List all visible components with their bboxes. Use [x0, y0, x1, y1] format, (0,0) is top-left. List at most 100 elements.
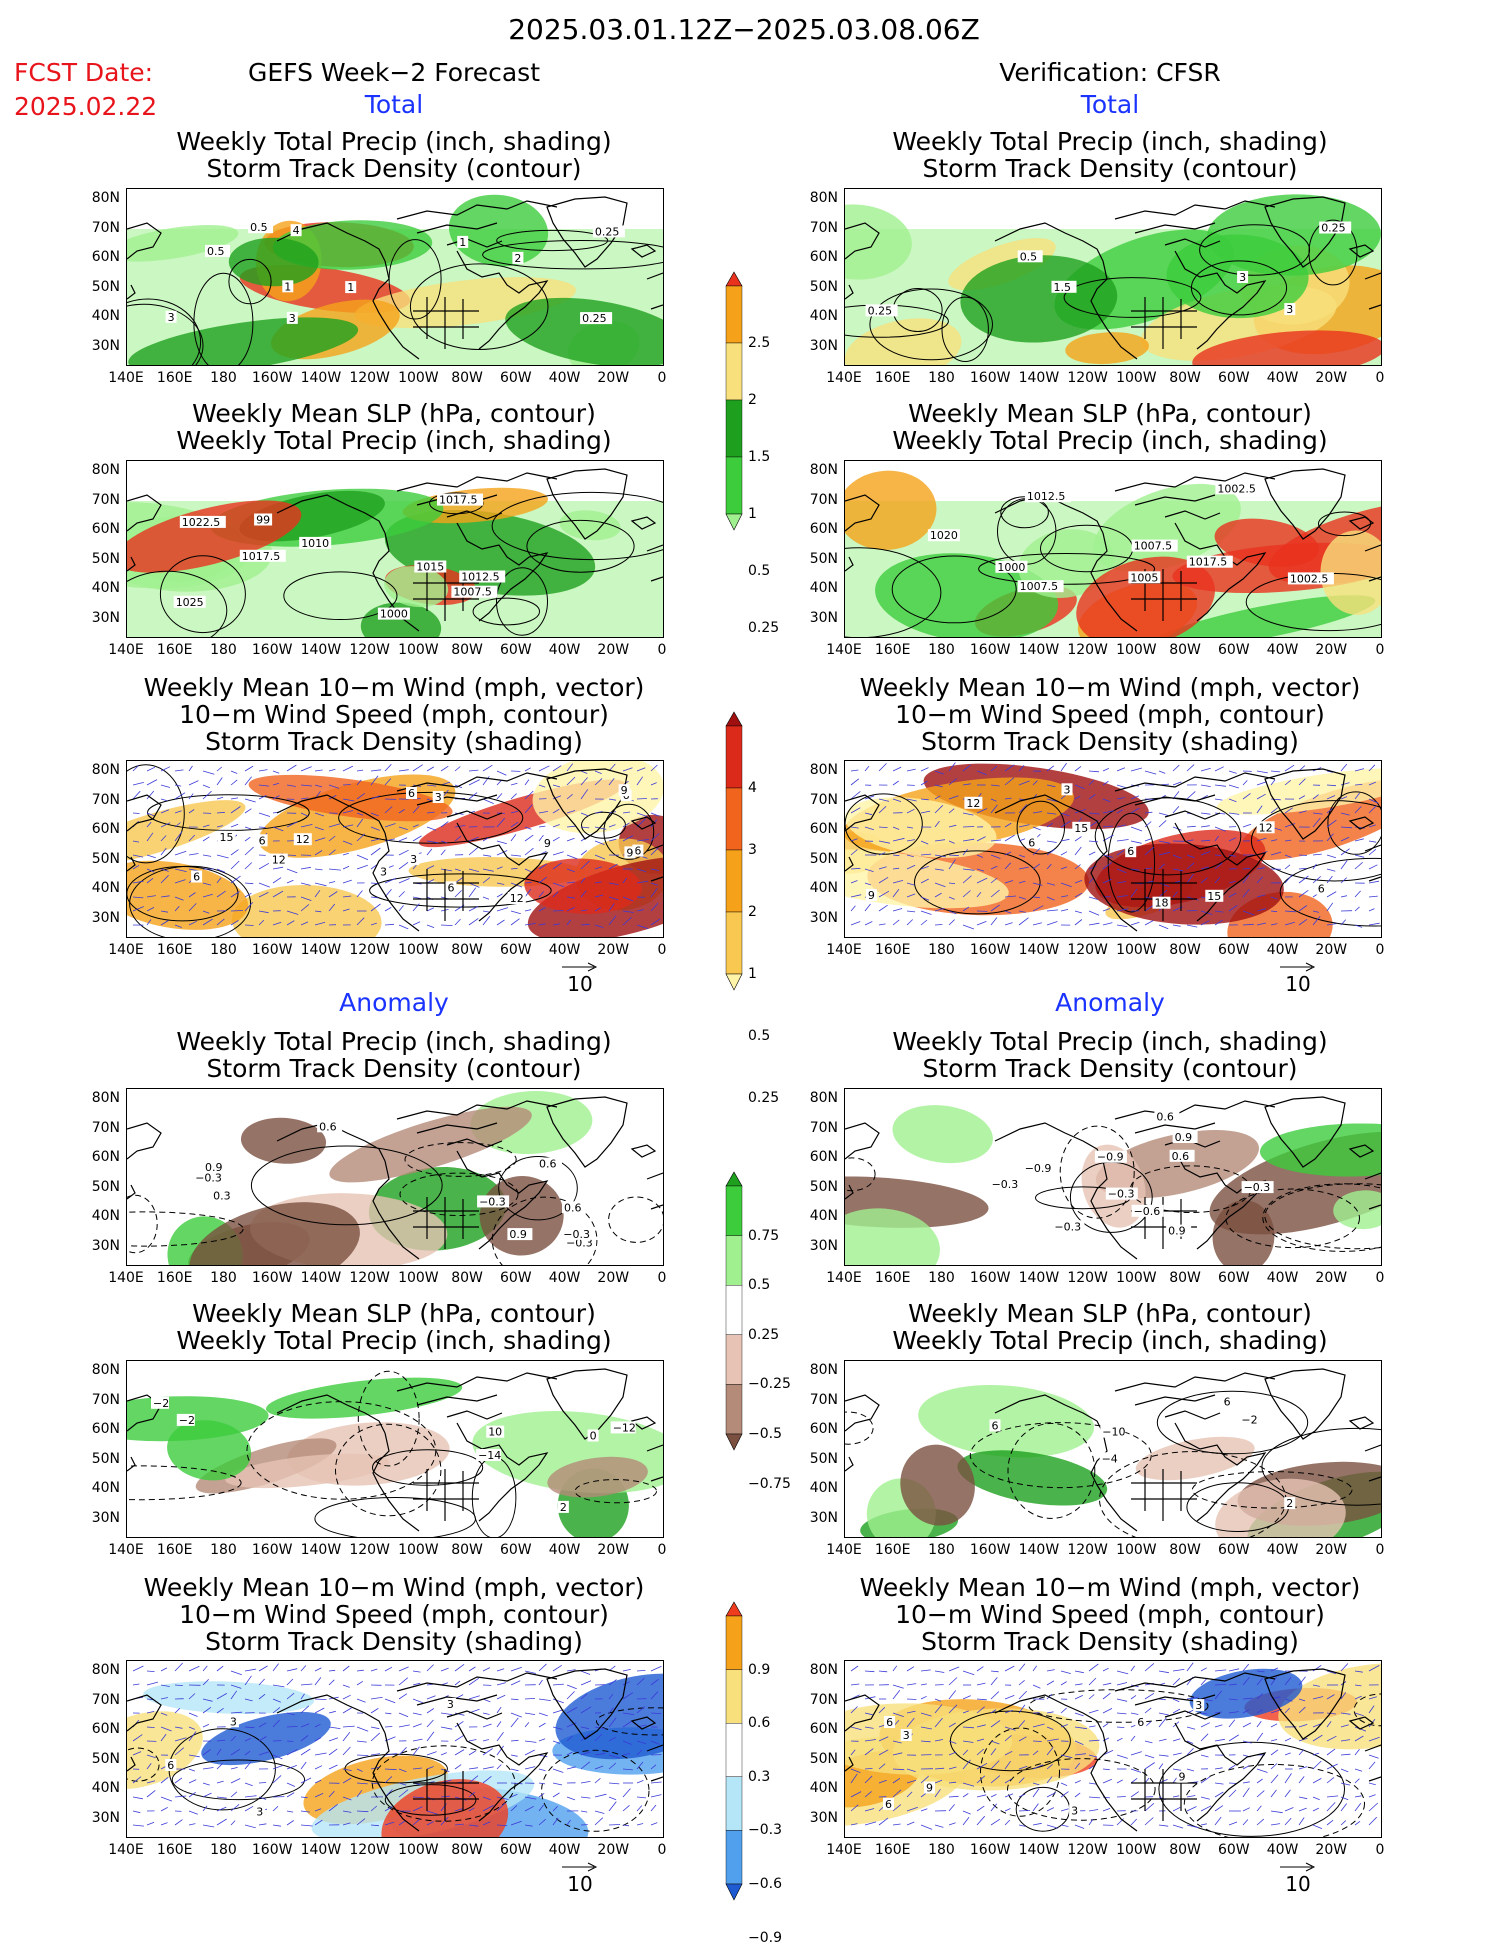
- longitude-label: 0: [1376, 1842, 1385, 1858]
- contour-label: 3: [168, 311, 175, 324]
- longitude-label: 100W: [1116, 1270, 1157, 1286]
- contour-label: 1017.5: [242, 550, 280, 563]
- panel-title-line: Weekly Total Precip (inch, shading): [176, 1327, 611, 1354]
- contour-label: 99: [256, 514, 270, 527]
- longitude-label: 140W: [301, 370, 342, 386]
- contour-label: 3: [1071, 1805, 1078, 1818]
- colorbar-label: 0.5: [748, 1277, 770, 1293]
- contour-label: 6: [886, 1716, 893, 1729]
- longitude-label: 180: [210, 1842, 237, 1858]
- contour-label: −0.6: [1134, 1205, 1161, 1218]
- longitude-label: 160E: [157, 1270, 193, 1286]
- contour-label: 0.25: [595, 225, 620, 238]
- longitude-label: 60W: [500, 1842, 532, 1858]
- colorbar-label: 0.25: [748, 1327, 779, 1343]
- contour-label: 3: [447, 1698, 454, 1711]
- contour-label: 6: [885, 1798, 892, 1811]
- vector-scale-arrow: [560, 1862, 600, 1872]
- colorbar-label: 0.6: [748, 1715, 770, 1731]
- longitude-label: 100W: [1116, 942, 1157, 958]
- cfsr-anom-wind-title: Weekly Mean 10−m Wind (mph, vector)10−m …: [860, 1574, 1361, 1655]
- contour-label: 3: [435, 791, 442, 804]
- contour-label: 0.25: [868, 304, 893, 317]
- contour-label: 1020: [930, 529, 958, 542]
- latitude-label: 30N: [798, 1510, 838, 1526]
- contour-label: 15: [220, 831, 234, 844]
- longitude-label: 60W: [1218, 1542, 1250, 1558]
- contour-label: 3: [256, 1806, 263, 1819]
- contour-label: 4: [293, 224, 300, 237]
- latitude-label: 70N: [80, 1120, 120, 1136]
- latitude-label: 30N: [80, 1810, 120, 1826]
- vector-scale-label: 10: [1285, 1872, 1310, 1896]
- longitude-label: 0: [1376, 370, 1385, 386]
- latitude-label: 60N: [798, 521, 838, 537]
- contour-label: 2: [1286, 1497, 1293, 1510]
- contour-label: −10: [1102, 1426, 1125, 1439]
- latitude-label: 40N: [798, 1208, 838, 1224]
- contour-label: 15: [1074, 822, 1088, 835]
- contour-label: −14: [478, 1449, 501, 1462]
- longitude-label: 0: [658, 1842, 667, 1858]
- longitude-label: 100W: [1116, 1842, 1157, 1858]
- longitude-label: 60W: [1218, 1842, 1250, 1858]
- longitude-label: 100W: [1116, 642, 1157, 658]
- longitude-label: 120W: [349, 1270, 390, 1286]
- contour-label: −4: [1102, 1452, 1118, 1465]
- left-anomaly-heading: Anomaly: [339, 990, 449, 1015]
- contour-label: 1002.5: [1290, 572, 1329, 585]
- precip_anom-colorbar: [724, 1170, 744, 1454]
- latitude-label: 50N: [798, 1179, 838, 1195]
- longitude-label: 160E: [875, 1270, 911, 1286]
- longitude-label: 0: [658, 370, 667, 386]
- vector-scale-arrow: [560, 962, 600, 972]
- longitude-label: 100W: [398, 370, 439, 386]
- latitude-label: 60N: [80, 1721, 120, 1737]
- longitude-label: 160E: [157, 1842, 193, 1858]
- colorbar-label: 0.5: [748, 563, 770, 579]
- longitude-label: 160W: [252, 1270, 293, 1286]
- latitude-label: 30N: [798, 1810, 838, 1826]
- longitude-label: 140W: [301, 1270, 342, 1286]
- contour-label: 0: [590, 1430, 597, 1443]
- fcst-anom-wind-title: Weekly Mean 10−m Wind (mph, vector)10−m …: [144, 1574, 645, 1655]
- contour-label: 0.5: [250, 221, 268, 234]
- latitude-label: 60N: [80, 249, 120, 265]
- vector-scale-arrow: [1278, 962, 1318, 972]
- longitude-label: 140E: [108, 1270, 144, 1286]
- contour-label: 12: [510, 892, 524, 905]
- latitude-label: 30N: [80, 1510, 120, 1526]
- longitude-label: 80W: [451, 1270, 483, 1286]
- longitude-label: 20W: [1315, 1842, 1347, 1858]
- longitude-label: 140W: [301, 942, 342, 958]
- cfsr-anom-precip-title: Weekly Total Precip (inch, shading)Storm…: [892, 1028, 1327, 1082]
- longitude-label: 180: [210, 942, 237, 958]
- panel-title-line: Weekly Mean 10−m Wind (mph, vector): [144, 674, 645, 701]
- panel-title-line: Weekly Mean 10−m Wind (mph, vector): [144, 1574, 645, 1601]
- longitude-label: 100W: [1116, 370, 1157, 386]
- contour-label: 0.6: [319, 1120, 337, 1133]
- contour-label: 10: [488, 1426, 502, 1439]
- contour-label: 0.25: [1321, 222, 1346, 235]
- latitude-label: 80N: [80, 1662, 120, 1678]
- longitude-label: 80W: [1169, 1542, 1201, 1558]
- longitude-label: 180: [928, 370, 955, 386]
- latitude-label: 70N: [80, 492, 120, 508]
- contour-label: 1: [347, 281, 354, 294]
- longitude-label: 180: [210, 642, 237, 658]
- track_total-colorbar: [724, 710, 744, 994]
- cfsr-anom-precip-map-graphic: −0.3−0.3−0.6−0.9−0.90.6−0.3−0.30.90.60.9: [845, 1089, 1381, 1265]
- panel-title-line: Weekly Total Precip (inch, shading): [892, 128, 1327, 155]
- panel-title-line: 10−m Wind Speed (mph, contour): [860, 1601, 1361, 1628]
- contour-label: 12: [1259, 821, 1273, 834]
- contour-label: 3: [289, 312, 296, 325]
- contour-label: 12: [966, 797, 980, 810]
- longitude-label: 0: [658, 642, 667, 658]
- contour-label: −0.9: [1025, 1162, 1052, 1175]
- longitude-label: 20W: [597, 1270, 629, 1286]
- contour-label: −2: [179, 1414, 195, 1427]
